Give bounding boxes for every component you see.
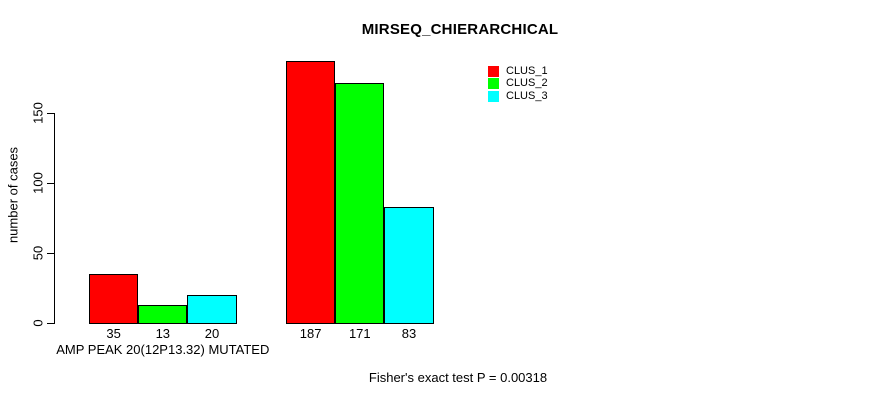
legend-swatch-clus_3 [488,90,499,102]
chart-title: MIRSEQ_CHIERARCHICAL [361,21,559,38]
bar-value-label: 20 [204,326,220,341]
y-tick [47,322,54,324]
y-tick [47,182,54,184]
y-tick [47,112,54,114]
legend-item-clus_2: CLUS_2 [488,78,548,91]
bar-value-label: 171 [348,326,371,341]
legend-label: CLUS_1 [506,64,548,77]
x-group-label: AMP PEAK 20(12P13.32) MUTATED [56,342,270,357]
y-tick-label: 100 [30,171,46,194]
bar-clus_2-group1 [138,304,188,324]
bar-clus_1-group2 [286,61,336,324]
bar-value-label: 83 [401,326,417,341]
y-tick [47,252,54,254]
legend-item-clus_3: CLUS_3 [488,90,548,103]
bar-clus_2-group2 [335,83,385,324]
legend-item-clus_1: CLUS_1 [488,65,548,78]
stat-annotation: Fisher's exact test P = 0.00318 [368,370,548,385]
y-tick-label: 50 [30,245,46,261]
bar-clus_3-group2 [384,206,434,324]
legend-swatch-clus_2 [488,78,499,90]
y-tick-label: 150 [30,101,46,124]
legend-label: CLUS_2 [506,77,548,90]
legend: CLUS_1 CLUS_2 CLUS_3 [488,65,548,103]
legend-label: CLUS_3 [506,89,548,102]
bar-clus_3-group1 [187,294,237,324]
bar-value-label: 13 [155,326,171,341]
bar-clus_1-group1 [89,273,139,324]
y-tick-label: 0 [30,319,46,327]
bar-value-label: 187 [299,326,322,341]
legend-swatch-clus_1 [488,65,499,77]
y-axis-label: number of cases [5,146,21,244]
y-axis-line [54,112,55,324]
bar-value-label: 35 [106,326,121,341]
